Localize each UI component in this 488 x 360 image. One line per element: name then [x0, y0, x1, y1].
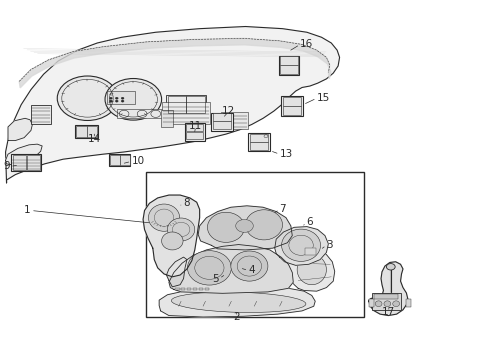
Bar [13, 155, 26, 170]
Ellipse shape [105, 78, 161, 120]
Text: 10: 10 [131, 156, 144, 166]
Ellipse shape [167, 218, 194, 241]
Ellipse shape [245, 210, 282, 240]
Ellipse shape [148, 204, 179, 231]
Ellipse shape [281, 229, 320, 261]
Polygon shape [5, 144, 42, 165]
Polygon shape [166, 257, 186, 287]
Bar [107, 91, 135, 104]
Bar [281, 96, 302, 116]
Bar [280, 65, 297, 74]
Polygon shape [368, 262, 407, 316]
Bar [11, 154, 41, 171]
Ellipse shape [115, 97, 118, 99]
Text: 5: 5 [212, 274, 219, 284]
Bar [146, 172, 363, 317]
Text: 13: 13 [279, 149, 292, 159]
Polygon shape [159, 288, 315, 317]
Bar [109, 154, 130, 166]
Bar [117, 109, 163, 118]
Polygon shape [198, 206, 292, 250]
Ellipse shape [187, 251, 231, 285]
Polygon shape [5, 27, 339, 183]
Bar [278, 55, 299, 75]
Bar [184, 123, 204, 140]
Ellipse shape [121, 97, 124, 99]
Text: 3: 3 [326, 240, 332, 250]
Ellipse shape [207, 212, 244, 242]
Text: 6: 6 [305, 217, 312, 227]
Bar [110, 155, 120, 165]
Ellipse shape [386, 264, 394, 270]
Bar [282, 97, 301, 106]
Bar [175, 288, 179, 291]
Bar [166, 95, 206, 114]
Polygon shape [287, 249, 334, 291]
Bar [371, 293, 400, 310]
Bar [192, 288, 197, 291]
Bar [305, 248, 315, 255]
Bar [221, 112, 247, 129]
Text: 1: 1 [24, 206, 31, 216]
Bar [181, 288, 185, 291]
Text: 8: 8 [183, 198, 189, 208]
Bar [31, 105, 51, 125]
Ellipse shape [230, 251, 267, 281]
Bar [198, 288, 203, 291]
Bar [373, 294, 397, 299]
Ellipse shape [109, 100, 112, 102]
Ellipse shape [392, 301, 399, 307]
Polygon shape [274, 226, 328, 265]
Ellipse shape [383, 301, 390, 307]
Ellipse shape [121, 100, 124, 102]
Bar [368, 300, 373, 307]
Bar [406, 300, 410, 307]
Text: 15: 15 [316, 93, 329, 103]
Ellipse shape [235, 220, 253, 232]
Ellipse shape [297, 255, 326, 285]
Ellipse shape [171, 292, 305, 312]
Ellipse shape [374, 301, 381, 307]
Text: 9: 9 [4, 161, 10, 171]
Bar [249, 134, 268, 141]
Text: 2: 2 [233, 312, 240, 322]
Polygon shape [143, 195, 199, 277]
Bar [249, 142, 268, 150]
Text: 12: 12 [222, 106, 235, 116]
Bar [186, 288, 191, 291]
Bar [204, 288, 208, 291]
Bar [211, 113, 232, 131]
Ellipse shape [57, 76, 118, 121]
Bar [76, 126, 87, 136]
Bar [212, 121, 231, 130]
Bar [120, 155, 129, 165]
Bar [160, 110, 172, 127]
Bar [75, 125, 98, 138]
Bar [248, 134, 269, 151]
Text: 4: 4 [248, 265, 255, 275]
Ellipse shape [109, 97, 112, 99]
Polygon shape [8, 118, 32, 140]
Polygon shape [168, 244, 293, 293]
Polygon shape [19, 39, 330, 88]
Bar [161, 102, 210, 125]
Bar [186, 132, 203, 139]
Bar [212, 113, 231, 121]
Bar [186, 96, 204, 113]
Bar [26, 155, 40, 170]
Bar [282, 106, 301, 115]
Text: 7: 7 [279, 204, 285, 215]
Ellipse shape [115, 100, 118, 102]
Bar [280, 56, 297, 65]
Ellipse shape [161, 232, 183, 250]
Text: 16: 16 [300, 40, 313, 49]
Text: 14: 14 [87, 134, 101, 144]
Text: 17: 17 [382, 307, 395, 317]
Bar [186, 124, 203, 131]
Bar [167, 96, 186, 113]
Bar [87, 126, 97, 136]
Text: 11: 11 [189, 121, 202, 131]
